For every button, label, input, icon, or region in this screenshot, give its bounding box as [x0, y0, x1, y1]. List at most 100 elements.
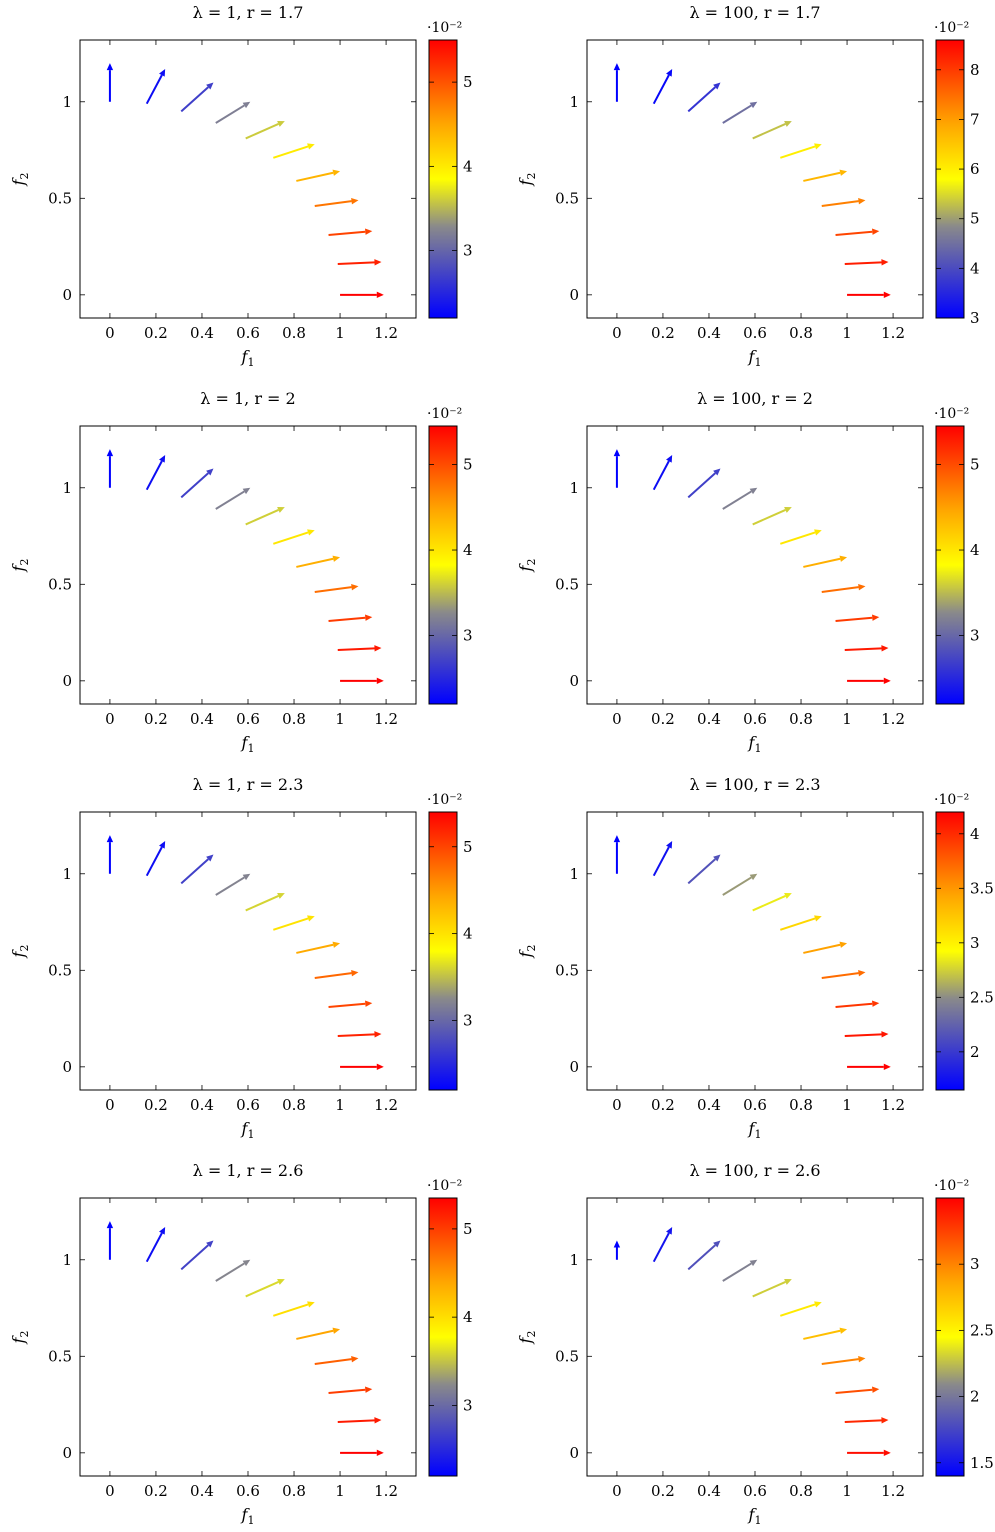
vector-arrow	[652, 68, 673, 105]
arrow-head	[858, 1355, 866, 1363]
x-tick-label: 1.2	[374, 324, 398, 342]
y-axis-label: f2	[9, 559, 31, 573]
x-tick-label: 0.4	[190, 710, 214, 728]
axes-frame	[586, 811, 924, 1091]
vector-arrow	[314, 969, 359, 980]
axes-frame	[586, 1197, 924, 1477]
arrow-shaft	[722, 876, 752, 896]
arrow-shaft	[145, 1232, 163, 1263]
arrow-shaft	[245, 509, 279, 526]
arrow-head	[332, 941, 341, 948]
vector-arrow	[145, 454, 166, 491]
colorbar-gradient	[935, 425, 965, 705]
x-axis-label: f1	[748, 1119, 762, 1141]
vector-arrow	[652, 840, 673, 877]
colorbar-tick-label: 3.5	[970, 879, 994, 897]
arrow-head	[365, 1000, 373, 1007]
arrow-head	[784, 506, 792, 513]
colorbar: 1.5 2 2.5 3 ·10⁻²	[934, 1178, 994, 1477]
arrow-head	[206, 1240, 214, 1248]
vector-arrow	[722, 487, 758, 510]
vector-arrow	[835, 1000, 880, 1008]
arrow-shaft	[273, 1303, 309, 1317]
vector-arrow	[687, 468, 721, 499]
colorbar: 2 2.5 3 3.5 4 ·10⁻²	[934, 792, 994, 1091]
arrow-shaft	[296, 1329, 334, 1340]
colorbar-tick-label: 3	[970, 934, 980, 952]
x-tick-label: 0.2	[144, 1482, 168, 1500]
arrow-shaft	[821, 1358, 859, 1366]
colorbar-tick-label: 2	[970, 1388, 980, 1406]
vector-arrow	[340, 1449, 384, 1457]
x-tick-label: 0	[612, 1482, 622, 1500]
y-tick-label: 0.5	[48, 1347, 72, 1365]
vector-arrow	[821, 583, 866, 594]
vector-arrow	[145, 68, 166, 105]
x-axis-label: f1	[241, 733, 255, 755]
x-tick-label: 0.2	[144, 710, 168, 728]
arrow-head	[365, 228, 373, 235]
arrow-shaft	[180, 858, 209, 885]
x-axis-label: f1	[241, 1505, 255, 1527]
arrow-head	[881, 645, 889, 652]
arrow-shaft	[245, 895, 279, 912]
x-tick-label: 0.4	[190, 1096, 214, 1114]
x-tick-label: 0	[105, 1482, 115, 1500]
axes-frame	[79, 425, 417, 705]
arrow-shaft	[314, 586, 352, 594]
arrow-head	[374, 645, 382, 652]
y-tick-label: 1	[62, 93, 72, 111]
arrow-shaft	[215, 1262, 245, 1282]
y-tick-label: 1	[569, 1251, 579, 1269]
x-tick-label: 1.2	[881, 1482, 905, 1500]
arrow-head	[749, 101, 758, 109]
x-tick-label: 0.4	[697, 324, 721, 342]
arrow-shaft	[835, 616, 873, 622]
arrow-head	[883, 1063, 891, 1071]
x-axis-label: f1	[748, 347, 762, 369]
vector-arrow	[145, 1226, 166, 1263]
vector-arrow	[296, 169, 341, 182]
x-tick-label: 1	[335, 1482, 345, 1500]
vector-arrow	[687, 854, 721, 885]
colorbar-tick-label: 2.5	[970, 988, 994, 1006]
vector-arrow	[847, 291, 891, 299]
y-tick-label: 0	[62, 1058, 72, 1076]
colorbar-tick-label: 5	[463, 455, 473, 473]
x-tick-label: 0	[612, 324, 622, 342]
arrow-shaft	[337, 261, 375, 265]
arrow-shaft	[722, 1262, 752, 1282]
arrow-shaft	[328, 616, 366, 622]
x-tick-label: 0.8	[282, 324, 306, 342]
vector-arrow	[752, 892, 792, 912]
x-tick-label: 0	[612, 710, 622, 728]
x-tick-label: 1	[842, 324, 852, 342]
arrow-head	[351, 1355, 359, 1363]
arrow-head	[206, 854, 214, 862]
arrow-head	[106, 449, 114, 457]
vector-arrow	[780, 1301, 822, 1317]
x-tick-label: 0	[612, 1096, 622, 1114]
panel-title: λ = 100, r = 2.6	[689, 1161, 820, 1180]
x-tick-label: 1.2	[881, 710, 905, 728]
vector-arrow	[180, 854, 214, 885]
x-tick-label: 1.2	[881, 324, 905, 342]
colorbar-tick-label: 8	[970, 61, 980, 79]
arrow-head	[307, 915, 315, 922]
vector-arrow	[340, 677, 384, 685]
panel-5: λ = 1, r = 2.3 0 0.2 0.4 0.6 0.8 1 1.2 0 0.5 1 f1 f2…	[9, 775, 473, 1141]
y-axis-label: f2	[516, 945, 538, 959]
arrow-shaft	[314, 972, 352, 980]
vector-arrow	[215, 1259, 251, 1282]
arrow-head	[159, 1226, 166, 1235]
x-tick-label: 0.6	[236, 1482, 260, 1500]
y-tick-label: 0	[569, 286, 579, 304]
x-tick-label: 1.2	[374, 1482, 398, 1500]
x-tick-label: 1	[335, 710, 345, 728]
x-tick-label: 0.8	[789, 1482, 813, 1500]
arrow-shaft	[245, 123, 279, 140]
vector-arrow	[722, 873, 758, 896]
arrow-shaft	[752, 1281, 786, 1298]
arrow-shaft	[652, 460, 670, 491]
y-tick-label: 0.5	[555, 961, 579, 979]
